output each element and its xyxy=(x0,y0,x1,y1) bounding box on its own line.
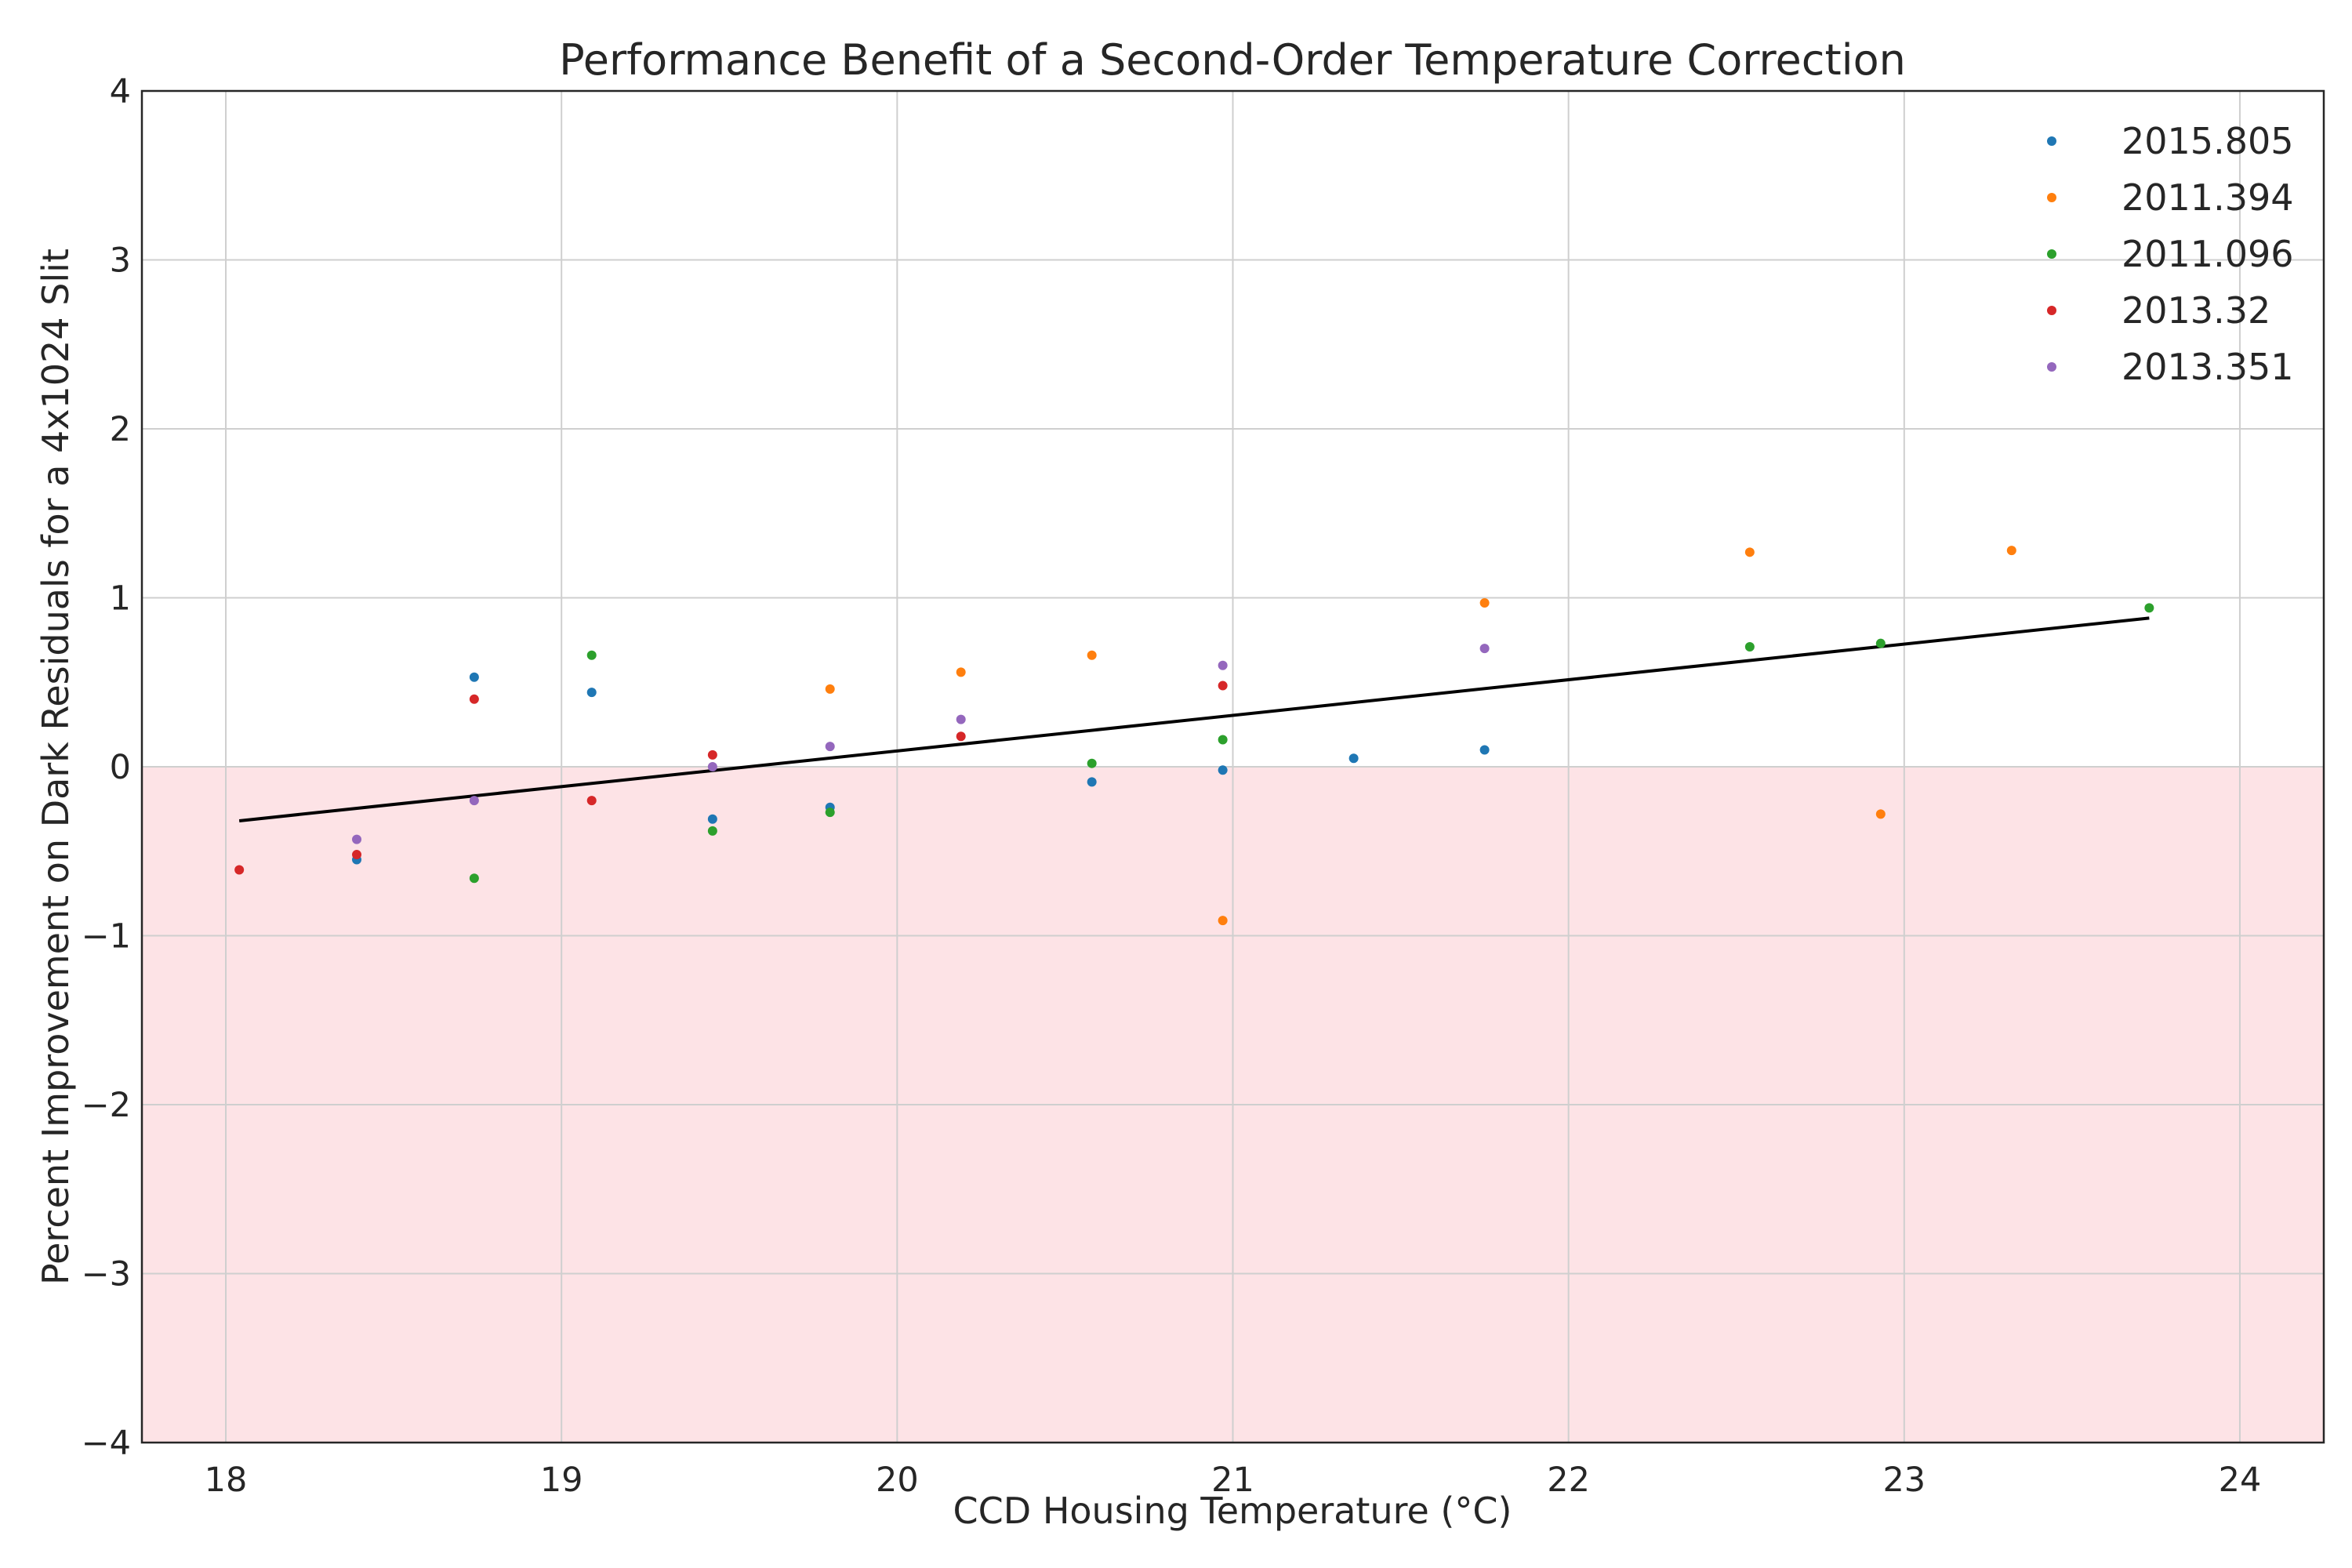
legend-label: 2013.32 xyxy=(2122,289,2270,332)
y-tick-label: −2 xyxy=(82,1086,131,1125)
y-axis-label: Percent Improvement on Dark Residuals fo… xyxy=(34,249,77,1285)
data-point xyxy=(469,694,479,704)
y-tick-label: 0 xyxy=(110,748,131,787)
x-tick-label: 21 xyxy=(1211,1461,1254,1500)
legend-label: 2015.805 xyxy=(2122,120,2294,162)
plot-frame xyxy=(140,89,2325,1444)
x-tick-label: 18 xyxy=(205,1461,248,1500)
data-point xyxy=(1479,644,1490,654)
legend-marker xyxy=(2047,249,2056,259)
legend-label: 2013.351 xyxy=(2122,346,2294,388)
y-tick-label: 4 xyxy=(110,72,131,111)
data-point xyxy=(352,850,362,860)
legend-marker xyxy=(2047,306,2056,315)
y-tick-label: 3 xyxy=(110,241,131,281)
legend-marker xyxy=(2047,193,2056,202)
data-point xyxy=(707,814,717,824)
data-point xyxy=(586,650,597,660)
y-tick-labels: 4 3 2 1 0 −1 −2 −3 −4 xyxy=(82,72,131,1463)
data-point xyxy=(1087,758,1097,768)
data-point xyxy=(825,684,835,694)
trend-line-group xyxy=(238,616,2150,822)
data-point xyxy=(1479,597,1490,608)
data-point xyxy=(469,672,479,682)
x-tick-label: 22 xyxy=(1547,1461,1590,1500)
x-tick-label: 19 xyxy=(540,1461,583,1500)
trend-line xyxy=(238,616,2150,822)
data-point xyxy=(586,796,597,806)
y-tick-label: −3 xyxy=(82,1255,131,1294)
data-points xyxy=(234,546,2154,926)
data-point xyxy=(825,742,835,752)
data-point xyxy=(469,873,479,884)
data-point xyxy=(1875,809,1886,819)
x-axis-label: CCD Housing Temperature (°C) xyxy=(953,1490,1512,1532)
y-tick-label: 1 xyxy=(110,579,131,619)
data-point xyxy=(1087,777,1097,787)
data-point xyxy=(825,808,835,818)
data-point xyxy=(2144,603,2154,613)
x-tick-labels: 18 19 20 21 22 23 24 xyxy=(205,1461,2262,1500)
y-tick-label: −1 xyxy=(82,917,131,956)
data-point xyxy=(1744,547,1755,557)
data-point xyxy=(1218,735,1228,745)
data-point xyxy=(1744,641,1755,652)
y-tick-label: −4 xyxy=(82,1424,131,1463)
data-point xyxy=(956,714,966,724)
legend-label: 2011.394 xyxy=(2122,176,2294,219)
data-point xyxy=(234,865,245,875)
data-point xyxy=(1218,681,1228,691)
legend-marker xyxy=(2047,136,2056,146)
data-point xyxy=(1218,660,1228,670)
data-point xyxy=(707,826,717,836)
data-point xyxy=(1218,916,1228,926)
legend-label: 2011.096 xyxy=(2122,233,2294,275)
legend-marker xyxy=(2047,362,2056,372)
data-point xyxy=(956,731,966,742)
data-point xyxy=(1218,765,1228,775)
chart-title: Performance Benefit of a Second-Order Te… xyxy=(559,35,1906,85)
data-point xyxy=(469,796,479,806)
data-point xyxy=(707,750,717,760)
data-point xyxy=(956,667,966,677)
data-point xyxy=(1087,650,1097,660)
x-tick-label: 23 xyxy=(1882,1461,1926,1500)
data-point xyxy=(2006,546,2016,556)
data-point xyxy=(586,688,597,698)
data-point xyxy=(1875,638,1886,648)
legend: 2015.805 2011.394 2011.096 2013.32 2013.351 xyxy=(2047,120,2294,388)
x-tick-label: 24 xyxy=(2219,1461,2262,1500)
x-tick-label: 20 xyxy=(876,1461,919,1500)
data-point xyxy=(1479,745,1490,755)
data-point xyxy=(707,762,717,771)
data-point xyxy=(352,834,362,844)
y-tick-label: 2 xyxy=(110,410,131,449)
data-point xyxy=(1348,753,1359,764)
